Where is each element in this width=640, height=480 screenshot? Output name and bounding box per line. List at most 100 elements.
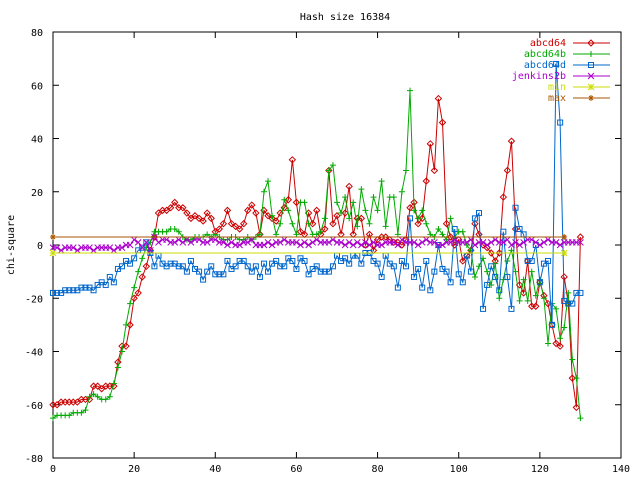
- data-point: [114, 364, 121, 371]
- data-point: [260, 188, 267, 195]
- data-point: [544, 236, 552, 244]
- data-point: [78, 284, 85, 291]
- y-tick-label: -20: [25, 294, 43, 305]
- data-point: [544, 340, 551, 347]
- data-point: [285, 207, 292, 214]
- data-point: [122, 342, 130, 350]
- data-point: [301, 238, 308, 246]
- data-point: [345, 182, 353, 191]
- data-point: [325, 268, 332, 275]
- data-point: [66, 412, 73, 419]
- legend-label-abcd64: abcd64: [530, 38, 566, 49]
- data-point: [561, 324, 568, 331]
- data-point: [418, 238, 426, 246]
- data-point: [280, 204, 288, 212]
- data-point: [398, 257, 405, 264]
- data-point: [268, 241, 276, 249]
- data-point: [459, 257, 467, 265]
- data-point: [256, 231, 263, 238]
- data-point: [358, 186, 365, 193]
- data-point: [155, 238, 162, 246]
- data-point: [378, 178, 385, 185]
- data-point: [366, 220, 373, 227]
- data-point: [415, 265, 422, 272]
- data-point: [130, 236, 138, 244]
- data-point: [240, 257, 247, 264]
- data-point: [488, 263, 495, 270]
- data-point: [239, 219, 248, 228]
- data-point: [273, 257, 280, 264]
- data-point: [154, 209, 163, 217]
- data-point: [528, 268, 535, 275]
- data-point: [357, 214, 366, 223]
- ticks-layer: -80 -60 -40 -20 0 20 40 60 80 0 20 40 60 80 100 120 140: [25, 28, 630, 475]
- data-point: [139, 255, 146, 262]
- data-point: [419, 207, 426, 214]
- data-point: [552, 238, 560, 246]
- data-point: [512, 268, 519, 275]
- data-point: [313, 231, 320, 238]
- data-point: [484, 281, 491, 288]
- data-point: [183, 268, 190, 275]
- data-point: [167, 260, 174, 267]
- data-point: [334, 199, 340, 206]
- data-point: [476, 210, 482, 217]
- data-point: [333, 212, 341, 220]
- data-point: [179, 238, 187, 246]
- y-tick-label: 0: [37, 241, 43, 252]
- series-line-abcd64d: [53, 63, 581, 325]
- data-point: [552, 339, 560, 348]
- data-point: [305, 271, 312, 278]
- data-point: [313, 206, 321, 215]
- data-point: [353, 238, 361, 246]
- data-point: [204, 231, 211, 238]
- data-point: [171, 198, 179, 207]
- data-point: [560, 249, 568, 257]
- data-point: [487, 238, 495, 246]
- data-point: [57, 246, 65, 254]
- data-point: [402, 167, 409, 174]
- x-tick-label: 80: [372, 464, 384, 475]
- data-point: [272, 217, 280, 225]
- x-tick-label: 120: [531, 464, 549, 475]
- data-point: [183, 209, 191, 217]
- y-tick-label: 20: [31, 188, 43, 199]
- data-point: [179, 263, 186, 270]
- data-point: [86, 244, 93, 252]
- data-point: [126, 241, 134, 249]
- data-point: [504, 257, 511, 264]
- data-point: [471, 241, 479, 249]
- data-point: [50, 415, 56, 422]
- data-point: [126, 321, 134, 329]
- data-point: [422, 177, 430, 185]
- data-point: [569, 300, 576, 307]
- data-point: [341, 209, 349, 217]
- data-point: [211, 236, 219, 244]
- data-point: [220, 271, 227, 278]
- data-point: [276, 238, 284, 246]
- data-point: [195, 236, 203, 244]
- data-point: [236, 257, 243, 264]
- data-point: [427, 231, 434, 238]
- data-point: [90, 287, 97, 294]
- data-point: [442, 219, 451, 228]
- data-point: [252, 263, 259, 270]
- data-point: [463, 238, 471, 246]
- data-point: [321, 215, 328, 222]
- data-point: [321, 225, 329, 233]
- data-point: [134, 238, 142, 246]
- data-point: [556, 342, 564, 350]
- data-point: [415, 215, 422, 222]
- data-point: [187, 257, 194, 264]
- data-point: [265, 178, 272, 185]
- data-point: [407, 215, 414, 222]
- data-point: [301, 257, 308, 264]
- data-point: [248, 236, 256, 244]
- data-point: [252, 209, 260, 217]
- data-point: [577, 289, 584, 296]
- legend-label-max: max: [548, 93, 566, 104]
- data-point: [50, 289, 56, 296]
- data-point: [512, 204, 519, 211]
- data-point: [329, 219, 337, 228]
